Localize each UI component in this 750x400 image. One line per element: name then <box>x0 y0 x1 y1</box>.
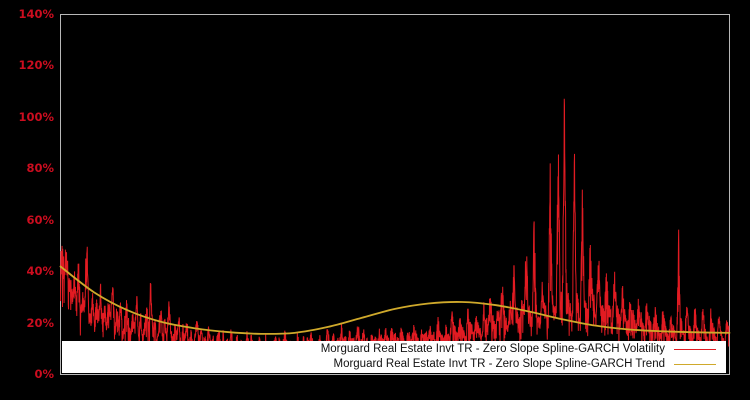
chart-legend: Morguard Real Estate Invt TR - Zero Slop… <box>62 341 726 373</box>
ytick-label-0: 0% <box>34 367 54 381</box>
series-line-trend <box>59 265 731 335</box>
legend-label-volatility: Morguard Real Estate Invt TR - Zero Slop… <box>320 343 665 355</box>
legend-swatch-volatility <box>674 349 716 350</box>
plot-border <box>60 14 730 375</box>
legend-entry-trend: Morguard Real Estate Invt TR - Zero Slop… <box>62 357 726 372</box>
legend-entry-volatility: Morguard Real Estate Invt TR - Zero Slop… <box>62 342 726 357</box>
ytick-label-20: 20% <box>26 316 54 330</box>
ytick-label-100: 100% <box>18 110 54 124</box>
ytick-label-80: 80% <box>26 161 54 175</box>
legend-label-trend: Morguard Real Estate Invt TR - Zero Slop… <box>333 358 665 370</box>
ytick-label-120: 120% <box>18 58 54 72</box>
ytick-label-140: 140% <box>18 7 54 21</box>
series-line-volatility <box>60 98 730 354</box>
ytick-label-60: 60% <box>26 213 54 227</box>
legend-swatch-trend <box>674 364 716 365</box>
ytick-label-40: 40% <box>26 264 54 278</box>
